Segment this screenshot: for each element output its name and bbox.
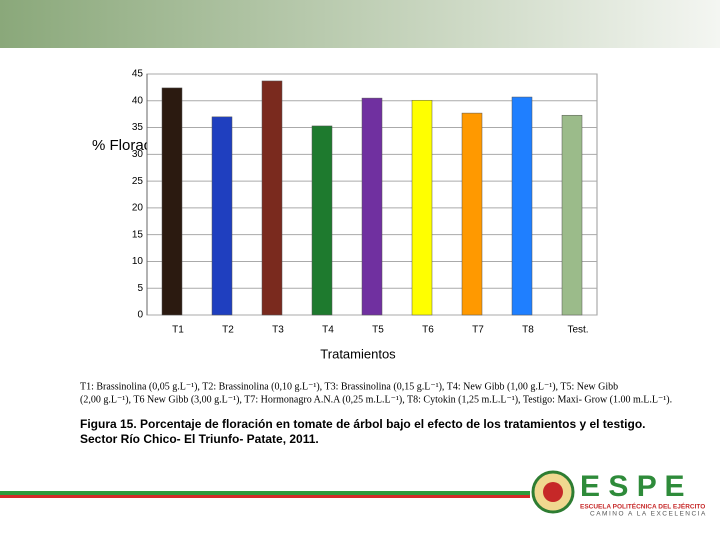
logo-motto: CAMINO A LA EXCELENCIA: [590, 511, 707, 518]
bar: [311, 125, 333, 316]
x-tick-label: Test.: [567, 325, 588, 336]
bar: [161, 87, 183, 316]
bar: [461, 112, 483, 316]
bar: [411, 99, 433, 316]
y-tick-label: 35: [132, 122, 144, 133]
y-tick-label: 5: [137, 283, 143, 294]
y-tick-label: 45: [132, 69, 144, 80]
y-tick-label: 20: [132, 203, 144, 214]
x-tick-label: T7: [472, 325, 484, 336]
x-tick-label: T3: [272, 325, 284, 336]
logo-emblem-core: [543, 482, 563, 502]
logo: E S P E ESCUELA POLITÉCNICA DEL EJÉRCITO…: [530, 465, 715, 525]
bar: [511, 96, 533, 316]
bar: [261, 80, 283, 316]
stripe-green: [0, 491, 530, 495]
y-tick-label: 15: [132, 229, 144, 240]
x-tick-label: T4: [322, 325, 334, 336]
bar: [361, 97, 383, 316]
bar: [211, 116, 233, 316]
y-tick-label: 25: [132, 176, 144, 187]
legend-line: (2,00 g.L⁻¹), T6 New Gibb (3,00 g.L⁻¹), …: [80, 394, 672, 405]
x-axis-label: Tratamientos: [320, 346, 396, 361]
bar: [561, 114, 583, 316]
stripe-red: [0, 495, 530, 498]
x-tick-label: T5: [372, 325, 384, 336]
logo-subtitle: ESCUELA POLITÉCNICA DEL EJÉRCITO: [580, 502, 705, 511]
caption-line: Figura 15. Porcentaje de floración en to…: [80, 417, 645, 431]
header-band: [0, 0, 720, 48]
x-tick-label: T2: [222, 325, 234, 336]
caption-line: Sector Río Chico- El Triunfo- Patate, 20…: [80, 432, 319, 446]
y-tick-label: 40: [132, 95, 144, 106]
logo-name: E S P E: [580, 470, 685, 503]
x-tick-label: T8: [522, 325, 534, 336]
legend-line: T1: Brassinolina (0,05 g.L⁻¹), T2: Brass…: [80, 381, 618, 392]
y-tick-label: 30: [132, 149, 144, 160]
x-tick-label: T6: [422, 325, 434, 336]
y-tick-label: 10: [132, 256, 144, 267]
y-tick-label: 0: [137, 310, 143, 321]
x-tick-label: T1: [172, 325, 184, 336]
